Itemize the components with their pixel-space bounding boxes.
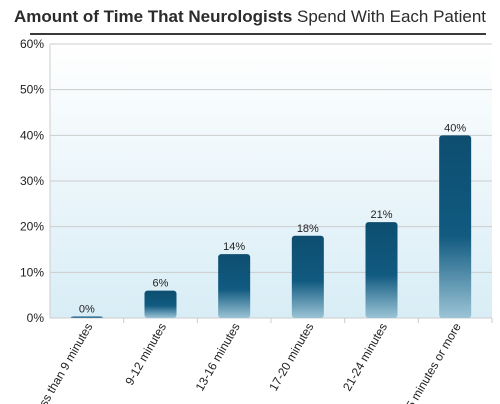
data-labels: 0% 6% 14% 18% 21% 40%: [79, 122, 467, 315]
x-tick-label: 21-24 minutes: [340, 321, 390, 394]
y-tick-label: 40%: [20, 128, 44, 142]
data-label: 40%: [444, 122, 466, 134]
y-axis: 0% 10% 20% 30% 40% 50% 60%: [20, 37, 51, 325]
bar: [365, 222, 398, 318]
data-label: 21%: [370, 209, 392, 221]
bar: [70, 316, 103, 318]
data-label: 0%: [79, 304, 95, 316]
bar: [291, 235, 324, 318]
y-tick-label: 30%: [20, 174, 44, 188]
chart-title: Amount of Time That Neurologists Spend W…: [0, 0, 500, 34]
x-tick-label: Less than 9 minutes: [30, 321, 96, 404]
x-tick-label: 17-20 minutes: [266, 321, 316, 394]
x-axis: Less than 9 minutes 9-12 minutes 13-16 min…: [30, 318, 493, 404]
x-tick-label: 25 minutes or more: [400, 320, 464, 404]
data-label: 14%: [223, 241, 245, 253]
title-underline: [30, 33, 486, 35]
data-label: 6%: [153, 278, 169, 290]
bars: [70, 135, 472, 318]
y-tick-label: 10%: [20, 265, 44, 279]
y-tick-label: 60%: [20, 37, 44, 51]
chart-title-bold: Amount of Time That Neurologists: [13, 7, 293, 26]
bar: [218, 254, 251, 318]
bar: [439, 135, 472, 318]
y-tick-label: 20%: [20, 220, 44, 234]
chart-title-rest: Spend With Each Patient: [297, 7, 487, 26]
x-tick-label: 13-16 minutes: [193, 321, 243, 394]
y-tick-label: 50%: [20, 83, 44, 97]
gridlines: [50, 43, 492, 319]
bar: [144, 290, 177, 318]
data-label: 18%: [297, 223, 319, 235]
x-tick-label: 9-12 minutes: [122, 321, 169, 388]
y-tick-label: 0%: [27, 311, 45, 325]
